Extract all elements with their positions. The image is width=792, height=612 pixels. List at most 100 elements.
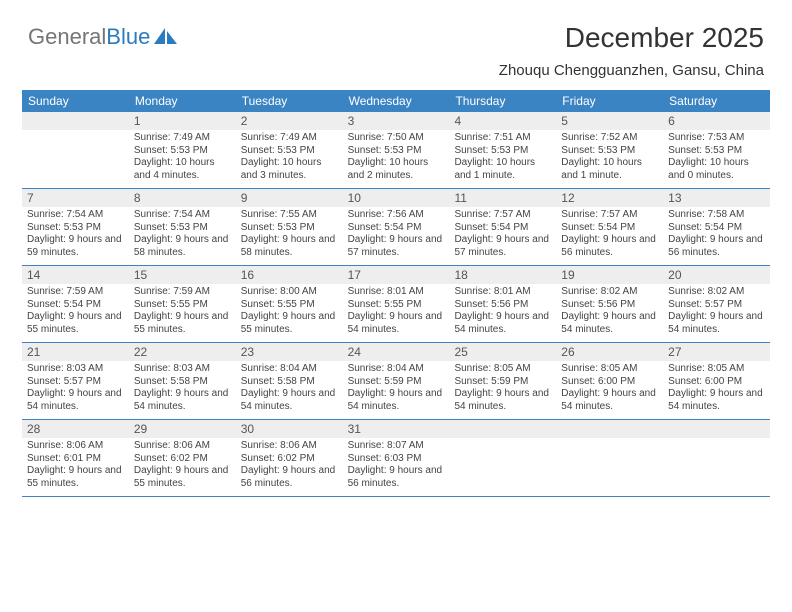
sunrise-text: Sunrise: 7:56 AM [348,209,445,222]
sunset-text: Sunset: 5:55 PM [134,299,231,312]
sunrise-text: Sunrise: 8:04 AM [241,363,338,376]
sunset-text: Sunset: 5:58 PM [134,376,231,389]
sunset-text: Sunset: 5:53 PM [348,145,445,158]
sunrise-text: Sunrise: 7:59 AM [134,286,231,299]
day-number: 12 [556,189,663,207]
page-title: December 2025 [565,22,764,54]
day-header-thursday: Thursday [449,90,556,112]
day-number: 18 [449,266,556,284]
sunrise-text: Sunrise: 8:02 AM [668,286,765,299]
day-header-friday: Friday [556,90,663,112]
daylight-text: Daylight: 9 hours and 54 minutes. [454,388,551,413]
calendar-cell: 16Sunrise: 8:00 AMSunset: 5:55 PMDayligh… [236,266,343,342]
sunrise-text: Sunrise: 8:00 AM [241,286,338,299]
calendar-cell: 7Sunrise: 7:54 AMSunset: 5:53 PMDaylight… [22,189,129,265]
day-number: 8 [129,189,236,207]
day-number: 31 [343,420,450,438]
calendar-cell: 28Sunrise: 8:06 AMSunset: 6:01 PMDayligh… [22,420,129,496]
calendar-cell: 26Sunrise: 8:05 AMSunset: 6:00 PMDayligh… [556,343,663,419]
calendar-cell [556,420,663,496]
daylight-text: Daylight: 10 hours and 2 minutes. [348,157,445,182]
day-number: 10 [343,189,450,207]
daylight-text: Daylight: 9 hours and 54 minutes. [454,311,551,336]
sunrise-text: Sunrise: 7:54 AM [27,209,124,222]
sunset-text: Sunset: 6:00 PM [561,376,658,389]
calendar-cell: 20Sunrise: 8:02 AMSunset: 5:57 PMDayligh… [663,266,770,342]
calendar-cell: 23Sunrise: 8:04 AMSunset: 5:58 PMDayligh… [236,343,343,419]
day-number: 25 [449,343,556,361]
sunset-text: Sunset: 6:03 PM [348,453,445,466]
daylight-text: Daylight: 9 hours and 55 minutes. [134,465,231,490]
calendar: Sunday Monday Tuesday Wednesday Thursday… [22,90,770,497]
daylight-text: Daylight: 9 hours and 54 minutes. [348,388,445,413]
day-number: 11 [449,189,556,207]
sunset-text: Sunset: 5:55 PM [241,299,338,312]
day-number: 19 [556,266,663,284]
calendar-cell: 25Sunrise: 8:05 AMSunset: 5:59 PMDayligh… [449,343,556,419]
daylight-text: Daylight: 10 hours and 4 minutes. [134,157,231,182]
sunset-text: Sunset: 5:59 PM [348,376,445,389]
day-number: 21 [22,343,129,361]
day-number: 24 [343,343,450,361]
sunset-text: Sunset: 5:57 PM [668,299,765,312]
sunrise-text: Sunrise: 8:02 AM [561,286,658,299]
day-number: 1 [129,112,236,130]
calendar-week: 14Sunrise: 7:59 AMSunset: 5:54 PMDayligh… [22,266,770,343]
day-number: 2 [236,112,343,130]
day-number: 29 [129,420,236,438]
day-number: 14 [22,266,129,284]
daylight-text: Daylight: 9 hours and 54 minutes. [561,311,658,336]
daylight-text: Daylight: 10 hours and 3 minutes. [241,157,338,182]
sunrise-text: Sunrise: 7:53 AM [668,132,765,145]
calendar-cell: 15 Sunrise: 7:59 AMSunset: 5:55 PMDayligh… [129,266,236,342]
sunset-text: Sunset: 6:02 PM [134,453,231,466]
sunrise-text: Sunrise: 8:01 AM [454,286,551,299]
sunset-text: Sunset: 5:53 PM [561,145,658,158]
sunrise-text: Sunrise: 8:06 AM [27,440,124,453]
day-number [556,420,663,438]
sunset-text: Sunset: 5:58 PM [241,376,338,389]
day-header-saturday: Saturday [663,90,770,112]
day-number: 3 [343,112,450,130]
daylight-text: Daylight: 9 hours and 54 minutes. [348,311,445,336]
day-number: 26 [556,343,663,361]
sunset-text: Sunset: 5:59 PM [454,376,551,389]
sunrise-text: Sunrise: 7:59 AM [27,286,124,299]
day-header-tuesday: Tuesday [236,90,343,112]
sunrise-text: Sunrise: 7:50 AM [348,132,445,145]
day-header-monday: Monday [129,90,236,112]
sunrise-text: Sunrise: 7:55 AM [241,209,338,222]
daylight-text: Daylight: 9 hours and 55 minutes. [134,311,231,336]
calendar-cell: 14Sunrise: 7:59 AMSunset: 5:54 PMDayligh… [22,266,129,342]
daylight-text: Daylight: 9 hours and 55 minutes. [27,465,124,490]
sunrise-text: Sunrise: 8:06 AM [134,440,231,453]
day-number: 23 [236,343,343,361]
sunset-text: Sunset: 6:01 PM [27,453,124,466]
calendar-cell: 19Sunrise: 8:02 AMSunset: 5:56 PMDayligh… [556,266,663,342]
daylight-text: Daylight: 9 hours and 57 minutes. [454,234,551,259]
calendar-cell: 21Sunrise: 8:03 AMSunset: 5:57 PMDayligh… [22,343,129,419]
sunset-text: Sunset: 5:53 PM [134,222,231,235]
daylight-text: Daylight: 9 hours and 56 minutes. [561,234,658,259]
sunrise-text: Sunrise: 7:54 AM [134,209,231,222]
day-number: 20 [663,266,770,284]
daylight-text: Daylight: 9 hours and 54 minutes. [561,388,658,413]
calendar-body: 1Sunrise: 7:49 AMSunset: 5:53 PMDaylight… [22,112,770,497]
day-header-sunday: Sunday [22,90,129,112]
day-number [663,420,770,438]
calendar-cell: 1Sunrise: 7:49 AMSunset: 5:53 PMDaylight… [129,112,236,188]
sunrise-text: Sunrise: 7:58 AM [668,209,765,222]
sunset-text: Sunset: 5:53 PM [134,145,231,158]
daylight-text: Daylight: 9 hours and 56 minutes. [241,465,338,490]
calendar-cell: 17Sunrise: 8:01 AMSunset: 5:55 PMDayligh… [343,266,450,342]
sunrise-text: Sunrise: 8:03 AM [27,363,124,376]
calendar-cell: 12Sunrise: 7:57 AMSunset: 5:54 PMDayligh… [556,189,663,265]
sunrise-text: Sunrise: 7:57 AM [561,209,658,222]
calendar-cell: 29 Sunrise: 8:06 AMSunset: 6:02 PMDayligh… [129,420,236,496]
calendar-week: 7Sunrise: 7:54 AMSunset: 5:53 PMDaylight… [22,189,770,266]
sunrise-text: Sunrise: 8:06 AM [241,440,338,453]
day-number: 15 [129,266,236,284]
daylight-text: Daylight: 9 hours and 54 minutes. [668,388,765,413]
daylight-text: Daylight: 9 hours and 56 minutes. [668,234,765,259]
day-number: 30 [236,420,343,438]
